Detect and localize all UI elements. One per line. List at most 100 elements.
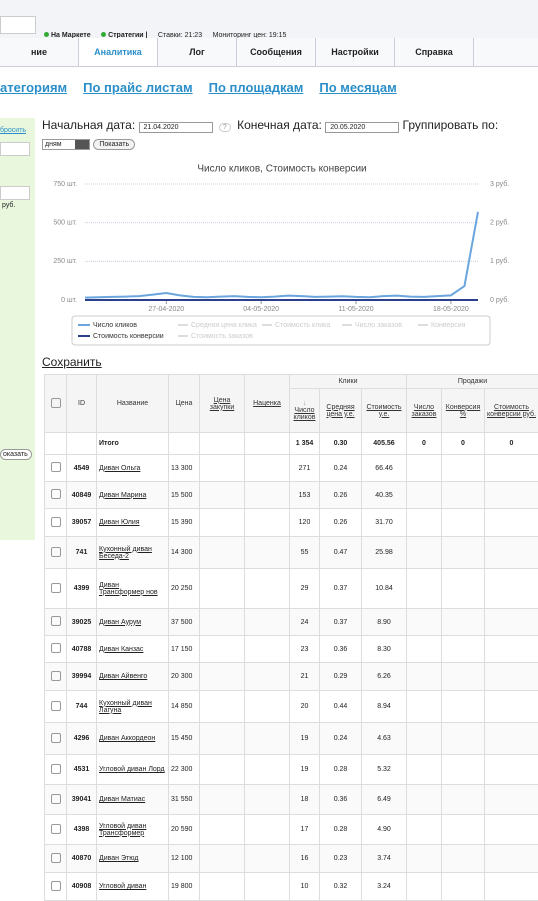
input[interactable] <box>0 186 30 200</box>
column-header[interactable]: Средняя цена у.е. <box>326 403 355 418</box>
product-link[interactable]: Диван Ольга <box>96 454 169 482</box>
product-link[interactable]: Диван Трансформер нов <box>96 568 169 609</box>
cell <box>199 432 245 455</box>
column-header[interactable]: Число кликов <box>293 407 316 421</box>
date-input[interactable]: 21.04.2020 <box>138 122 213 133</box>
sort-arrow: ↓ <box>302 400 307 407</box>
cell: 0.24 <box>319 722 362 755</box>
y-tick-label: 0 шт. <box>61 297 77 304</box>
link[interactable]: По месяцам <box>319 80 397 95</box>
checkbox[interactable] <box>50 516 61 527</box>
cell: 0.26 <box>319 481 362 509</box>
tab[interactable]: Настройки <box>316 38 395 66</box>
legend-label: Число кликов <box>93 322 137 329</box>
legend-label: Стоимость конверсии <box>93 333 164 340</box>
cell: 0 <box>483 432 538 455</box>
cell <box>199 635 245 663</box>
cell <box>441 481 485 509</box>
cell <box>44 481 67 509</box>
checkbox[interactable] <box>50 616 61 626</box>
checkbox[interactable] <box>50 793 61 804</box>
product-link[interactable]: Диван Этюд <box>96 844 169 873</box>
label: Конечная дата: <box>237 118 322 132</box>
cell: 10.84 <box>361 568 407 609</box>
header-cell: ↓ Число кликов <box>289 388 320 433</box>
product-link[interactable]: Диван Юлия <box>96 508 169 537</box>
date-input[interactable]: 20.05.2020 <box>325 122 400 133</box>
help[interactable]: ? <box>218 123 231 132</box>
checkbox[interactable] <box>50 880 61 891</box>
cell <box>406 872 442 901</box>
column-header[interactable]: Число заказов <box>411 403 437 418</box>
checkbox[interactable] <box>50 763 61 774</box>
checkbox[interactable] <box>50 732 61 743</box>
cell: 4.90 <box>361 814 407 845</box>
product-link[interactable]: Диван Айвенго <box>96 662 169 691</box>
column-header[interactable]: Конверсия % <box>445 403 481 418</box>
links: атегориям По прайс листам По площадкам По м… <box>0 80 413 95</box>
tab[interactable]: Аналитика <box>79 38 158 66</box>
side-button[interactable]: оказать <box>0 449 32 460</box>
cell: 0.24 <box>319 454 362 482</box>
tab[interactable]: Лог <box>158 38 237 66</box>
link[interactable]: По прайс листам <box>83 80 193 95</box>
product-link[interactable]: Угловой диван Лорд <box>96 754 169 785</box>
legend-label: Средняя цена клика <box>191 322 257 329</box>
tab[interactable]: ние <box>0 38 79 66</box>
checkbox[interactable] <box>50 823 61 834</box>
cell: 741 <box>66 536 97 569</box>
cell <box>483 481 538 509</box>
side-link[interactable]: бросить <box>0 127 27 134</box>
column-header[interactable]: Стоимость у.е. <box>366 403 402 418</box>
column-header[interactable]: Наценка <box>253 400 281 407</box>
cell <box>406 508 442 537</box>
cell <box>483 722 538 755</box>
tab[interactable]: Сообщения <box>237 38 316 66</box>
cell <box>441 784 485 815</box>
column-header[interactable]: Стоимость конверсии руб. <box>487 403 536 418</box>
checkbox[interactable] <box>50 700 61 711</box>
cell: 120 <box>289 508 320 537</box>
cell <box>441 662 485 691</box>
cell <box>244 872 290 901</box>
cell <box>406 722 442 755</box>
cell <box>199 662 245 691</box>
group-select[interactable]: дням <box>42 139 90 150</box>
link[interactable]: атегориям <box>0 80 68 95</box>
product-link[interactable]: Угловой диван Трансформер <box>96 814 169 845</box>
product-link[interactable]: Диван Матиас <box>96 784 169 815</box>
checkbox[interactable] <box>50 643 61 653</box>
cell: 19 800 <box>168 872 200 901</box>
product-link[interactable]: Кухонный диван Беседа-2 <box>96 536 169 569</box>
select[interactable] <box>0 16 36 34</box>
header-cell: Число заказов <box>406 388 442 433</box>
cell: 0.29 <box>319 662 362 691</box>
checkbox[interactable] <box>50 397 61 408</box>
product-link[interactable]: Угловой диван <box>96 872 169 901</box>
product-link[interactable]: Диван Марина <box>96 481 169 509</box>
cell: 15 500 <box>168 481 200 509</box>
product-link[interactable]: Диван Канзас <box>96 635 169 663</box>
cell: 21 <box>289 662 320 691</box>
checkbox[interactable] <box>50 670 61 681</box>
product-link[interactable]: Диван Аккордеон <box>96 722 169 755</box>
checkbox[interactable] <box>50 546 61 557</box>
cell <box>441 608 485 636</box>
checkbox[interactable] <box>50 462 61 472</box>
input[interactable] <box>0 142 30 156</box>
cell <box>483 872 538 901</box>
y2-tick-label: 1 руб. <box>490 257 509 265</box>
show-button[interactable]: Показать <box>93 139 136 150</box>
product-link[interactable]: Диван Аурум <box>96 608 169 636</box>
cell <box>406 662 442 691</box>
checkbox[interactable] <box>50 582 61 593</box>
product-link[interactable]: Кухонный диван Лагуна <box>96 690 169 723</box>
tab[interactable]: Справка <box>395 38 474 66</box>
link[interactable]: По площадкам <box>208 80 304 95</box>
cell <box>244 754 290 785</box>
checkbox[interactable] <box>50 489 61 499</box>
column-header[interactable]: Цена закупки <box>209 396 235 411</box>
checkbox[interactable] <box>50 852 61 863</box>
save-link[interactable]: Сохранить <box>42 355 102 369</box>
cell <box>44 508 67 537</box>
